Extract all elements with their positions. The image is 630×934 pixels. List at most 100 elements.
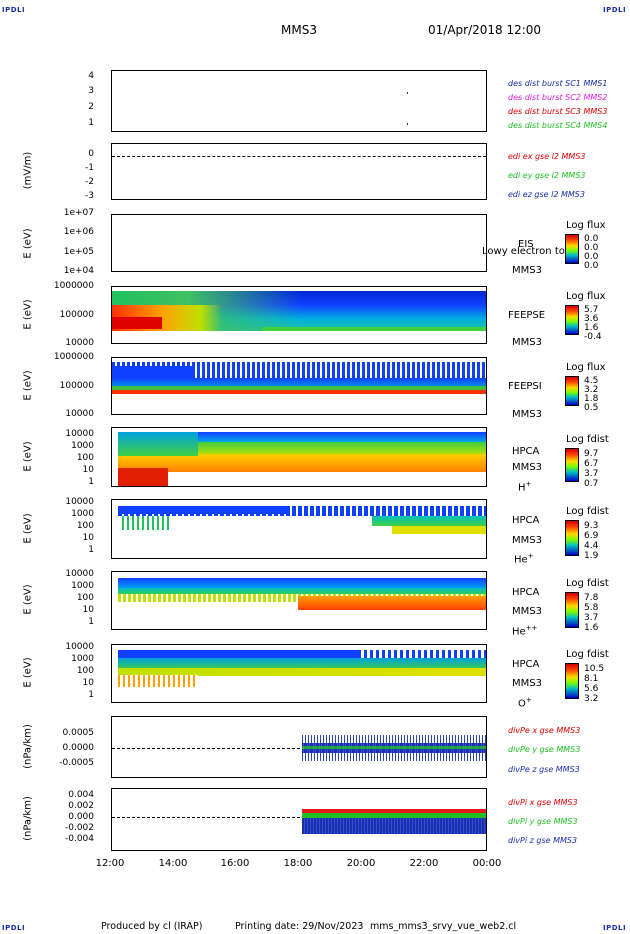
burst-ytick: 4 xyxy=(88,71,94,81)
footer-produced: Produced by cl (IRAP) xyxy=(101,921,203,932)
species-label: O xyxy=(518,698,526,710)
x-tick: 00:00 xyxy=(472,858,502,869)
hpca-o-cb-title: Log fdist xyxy=(566,649,609,660)
burst-ytick: 2 xyxy=(88,102,94,112)
legend-divpe-z: divPe z gse MMS3 xyxy=(508,765,580,774)
edi-ytick: 0 xyxy=(88,149,94,159)
feepse-ytick: 100000 xyxy=(59,310,94,320)
feepsi-panel xyxy=(111,357,487,415)
hpca-he-cb-val: 9.3 xyxy=(584,521,599,531)
edi-ytick: -1 xyxy=(85,163,94,173)
legend-burst-sc4: des dist burst SC4 MMS4 xyxy=(508,121,608,130)
hpca-he-species: He+ xyxy=(514,552,534,565)
hpca-he2-cb-val: 5.8 xyxy=(584,603,599,613)
divpe-zero-line xyxy=(112,748,300,749)
feepsi-ytick: 10000 xyxy=(65,409,94,419)
x-tick: 16:00 xyxy=(220,858,250,869)
hpca-o-ytick: 100 xyxy=(76,666,94,676)
feepse-panel xyxy=(111,286,487,344)
eis-cb-val: 0.0 xyxy=(584,234,599,244)
legend-burst-sc3: des dist burst SC3 MMS3 xyxy=(508,107,608,116)
corner-label-bl: IPDLI xyxy=(2,924,26,932)
burst-panel xyxy=(111,70,487,132)
hpca-h-species: H+ xyxy=(518,480,531,493)
hpca-he-cb-val: 4.4 xyxy=(584,541,599,551)
divpi-ytick: 0.000 xyxy=(68,812,94,822)
edi-ytick: -2 xyxy=(85,177,94,187)
x-tick: 22:00 xyxy=(409,858,439,869)
feepsi-cb-val: 4.5 xyxy=(584,376,599,386)
hpca-h-cb-val: 9.7 xyxy=(584,449,599,459)
legend-divpi-z: divPi z gse MMS3 xyxy=(508,836,578,845)
hpca-he2-cb-val: 1.6 xyxy=(584,623,599,633)
hpca-he-ytick: 1000 xyxy=(71,509,94,519)
legend-divpi-y: divPi y gse MMS3 xyxy=(508,817,578,826)
feepsi-cb-val: 0.5 xyxy=(584,403,599,413)
corner-label-tr: IPDLI xyxy=(603,6,627,14)
hpca-h-cb-title: Log fdist xyxy=(566,434,609,445)
hpca-o-cb-val: 8.1 xyxy=(584,674,599,684)
eis-ytick: 1e+07 xyxy=(63,208,94,218)
divpi-panel xyxy=(111,788,487,851)
hpca-o-panel xyxy=(111,644,487,703)
feepse-sc: MMS3 xyxy=(512,337,542,348)
eis-cb-title: Log flux xyxy=(566,220,606,231)
burst-ytick: 1 xyxy=(88,118,94,128)
hpca-h-instrument: HPCA xyxy=(512,446,540,457)
hpca-he2-instrument: HPCA xyxy=(512,587,540,598)
eis-panel xyxy=(111,214,487,272)
feepse-colorbar xyxy=(565,305,579,335)
legend-divpe-x: divPe x gse MMS3 xyxy=(508,726,581,735)
hpca-h-cb-val: 3.7 xyxy=(584,469,599,479)
hpca-h-ytick: 100 xyxy=(76,453,94,463)
eis-ytick: 1e+04 xyxy=(63,266,94,276)
footer-printing: Printing date: 29/Nov/2023 xyxy=(235,921,364,932)
feepsi-ytick: 100000 xyxy=(59,381,94,391)
hpca-h-panel xyxy=(111,427,487,487)
hpca-o-cb-val: 3.2 xyxy=(584,694,599,704)
hpca-he-instrument: HPCA xyxy=(512,515,540,526)
feepsi-colorbar xyxy=(565,376,579,406)
feepsi-instrument: FEEPSI xyxy=(508,381,542,392)
hpca-h-sc: MMS3 xyxy=(512,462,542,473)
corner-label-tl: IPDLI xyxy=(2,6,26,14)
hpca-h-ytick: 10 xyxy=(82,465,94,475)
hpca-h-cb-val: 6.7 xyxy=(584,459,599,469)
spacecraft-title: MMS3 xyxy=(281,23,317,37)
hpca-he2-ytick: 10 xyxy=(82,605,94,615)
divpi-ytick: 0.002 xyxy=(68,801,94,811)
hpca-he-ytick: 10000 xyxy=(65,497,94,507)
divpe-ytick: 0.0000 xyxy=(62,743,95,753)
eis-colorbar xyxy=(565,234,579,264)
hpca-he2-ytick: 1000 xyxy=(71,581,94,591)
x-tick: 18:00 xyxy=(283,858,313,869)
species-label: H xyxy=(518,482,526,494)
hpca-o-species: O+ xyxy=(518,696,532,709)
footer-script: mms_mms3_srvy_vue_web2.cl xyxy=(370,921,517,932)
feepse-ytick: 10000 xyxy=(65,338,94,348)
hpca-he-colorbar xyxy=(565,520,579,556)
divpe-panel xyxy=(111,716,487,778)
hpca-h-ytick: 1 xyxy=(88,477,94,487)
hpca-he2-species: He++ xyxy=(512,624,537,637)
hpca-he-cb-val: 1.9 xyxy=(584,551,599,561)
eis-overlap-text: Lowy electron to xyxy=(482,246,565,257)
corner-label-br: IPDLI xyxy=(603,924,627,932)
legend-edi-ez: edi ez gse l2 MMS3 xyxy=(508,190,585,199)
hpca-h-ytick: 1000 xyxy=(71,441,94,451)
hpca-he-ytick: 1 xyxy=(88,545,94,555)
eis-ytick: 1e+05 xyxy=(63,247,94,257)
charge-label: + xyxy=(525,480,532,488)
divpi-ytick: -0.004 xyxy=(64,834,94,844)
hpca-o-ytick: 10 xyxy=(82,678,94,688)
hpca-h-cb-val: 0.7 xyxy=(584,479,599,489)
hpca-he-cb-val: 6.9 xyxy=(584,531,599,541)
edi-panel xyxy=(111,143,487,200)
eis-ylabel: E (eV) xyxy=(22,228,34,259)
charge-label: ++ xyxy=(525,624,538,632)
hpca-he2-sc: MMS3 xyxy=(512,606,542,617)
feepse-cb-title: Log flux xyxy=(566,291,606,302)
legend-edi-ey: edi ey gse l2 MMS3 xyxy=(508,171,586,180)
hpca-o-sc: MMS3 xyxy=(512,678,542,689)
charge-label: + xyxy=(525,696,532,704)
